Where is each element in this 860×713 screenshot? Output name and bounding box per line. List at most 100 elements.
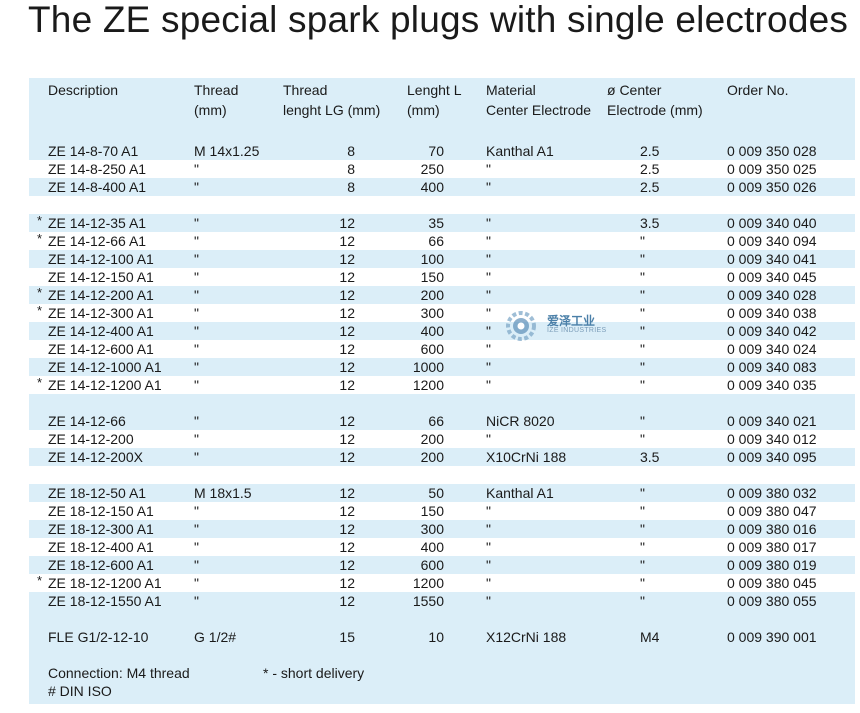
cell-length: 200 xyxy=(420,287,444,303)
cell-description: ZE 18-12-600 A1 xyxy=(48,557,154,573)
cell-thread: " xyxy=(194,557,199,573)
cell-length: 50 xyxy=(428,485,444,501)
cell-diameter: " xyxy=(640,413,645,429)
cell-length: 600 xyxy=(420,557,444,573)
cell-diameter: " xyxy=(640,593,645,609)
cell-thread: " xyxy=(194,503,199,519)
cell-thread: M 18x1.5 xyxy=(194,485,252,501)
header-material: Material Center Electrode xyxy=(486,82,592,118)
cell-diameter: " xyxy=(640,251,645,267)
cell-description: ZE 14-12-300 A1 xyxy=(48,305,154,321)
table-row: * ZE 14-12-200 A1 " 12 200 " " 0 009 340 028 xyxy=(29,285,855,304)
cell-diameter: " xyxy=(640,377,645,393)
cell-order-number: 0 009 380 055 xyxy=(727,593,817,609)
cell-material: " xyxy=(486,377,491,393)
cell-material: " xyxy=(486,251,491,267)
short-delivery-mark: * xyxy=(37,285,43,300)
cell-thread-length: 12 xyxy=(339,431,355,447)
cell-thread-length: 12 xyxy=(339,539,355,555)
cell-diameter: " xyxy=(640,485,645,501)
footer-din: # DIN ISO xyxy=(48,683,112,699)
table-footer: Connection: M4 thread * - short delivery… xyxy=(29,658,855,704)
table-row: ZE 14-8-250 A1 " 8 250 " 2.5 0 009 350 025 xyxy=(29,160,855,178)
cell-order-number: 0 009 380 019 xyxy=(727,557,817,573)
cell-material: " xyxy=(486,161,491,177)
cell-material: " xyxy=(486,431,491,447)
cell-thread: G 1/2# xyxy=(194,629,237,645)
cell-thread: " xyxy=(194,323,199,339)
cell-order-number: 0 009 340 040 xyxy=(727,215,817,231)
cell-thread: " xyxy=(194,413,199,429)
cell-thread: " xyxy=(194,251,199,267)
cell-length: 300 xyxy=(420,521,444,537)
table-row: ZE 18-12-400 A1 " 12 400 " " 0 009 380 017 xyxy=(29,538,855,556)
short-delivery-mark: * xyxy=(37,231,43,246)
cell-description: ZE 14-12-200X xyxy=(48,449,143,465)
cell-description: ZE 18-12-150 A1 xyxy=(48,503,154,519)
cell-thread-length: 8 xyxy=(347,179,355,195)
cell-diameter: " xyxy=(640,323,645,339)
table-row: ZE 18-12-300 A1 " 12 300 " " 0 009 380 016 xyxy=(29,520,855,538)
cell-diameter: " xyxy=(640,341,645,357)
cell-length: 70 xyxy=(428,143,444,159)
cell-order-number: 0 009 340 012 xyxy=(727,431,817,447)
cell-thread-length: 12 xyxy=(339,215,355,231)
short-delivery-mark: * xyxy=(37,213,43,228)
table-row: * ZE 14-12-1200 A1 " 12 1200 " " 0 009 340 035 xyxy=(29,375,855,394)
spark-plug-table: Description Thread (mm) Thread lenght LG… xyxy=(29,78,855,704)
table-row: * ZE 18-12-1200 A1 " 12 1200 " " 0 009 380 045 xyxy=(29,573,855,592)
cell-description: ZE 14-12-200 A1 xyxy=(48,287,154,303)
table-body: ZE 14-8-70 A1 M 14x1.25 8 70 Kanthal A1 2.5 0 … xyxy=(29,124,855,658)
cell-thread-length: 12 xyxy=(339,449,355,465)
cell-description: ZE 14-12-200 xyxy=(48,431,134,447)
cell-description: ZE 14-12-150 A1 xyxy=(48,269,154,285)
cell-diameter: 2.5 xyxy=(640,179,660,195)
cell-thread-length: 12 xyxy=(339,305,355,321)
table-row: ZE 14-8-70 A1 M 14x1.25 8 70 Kanthal A1 2.5 0 … xyxy=(29,142,855,160)
cell-length: 10 xyxy=(428,629,444,645)
table-row: ZE 14-12-100 A1 " 12 100 " " 0 009 340 041 xyxy=(29,250,855,268)
cell-description: ZE 14-12-1200 A1 xyxy=(48,377,162,393)
cell-length: 400 xyxy=(420,179,444,195)
cell-order-number: 0 009 380 016 xyxy=(727,521,817,537)
footer-connection: Connection: M4 thread xyxy=(48,665,190,681)
cell-thread: " xyxy=(194,341,199,357)
cell-order-number: 0 009 340 021 xyxy=(727,413,817,429)
cell-length: 600 xyxy=(420,341,444,357)
cell-order-number: 0 009 340 094 xyxy=(727,233,817,249)
cell-order-number: 0 009 340 038 xyxy=(727,305,817,321)
cell-description: ZE 14-8-250 A1 xyxy=(48,161,147,177)
cell-description: ZE 14-12-35 A1 xyxy=(48,215,147,231)
cell-material: " xyxy=(486,305,491,321)
table-row: ZE 14-12-200 " 12 200 " " 0 009 340 012 xyxy=(29,430,855,448)
cell-description: ZE 14-12-400 A1 xyxy=(48,323,154,339)
cell-thread: M 14x1.25 xyxy=(194,143,260,159)
cell-length: 400 xyxy=(420,539,444,555)
header-diameter: ø Center Electrode (mm) xyxy=(607,82,703,118)
cell-thread-length: 12 xyxy=(339,485,355,501)
cell-thread: " xyxy=(194,539,199,555)
cell-diameter: " xyxy=(640,431,645,447)
cell-order-number: 0 009 340 095 xyxy=(727,449,817,465)
cell-description: ZE 18-12-400 A1 xyxy=(48,539,154,555)
cell-order-number: 0 009 340 045 xyxy=(727,269,817,285)
cell-length: 150 xyxy=(420,269,444,285)
cell-description: ZE 14-12-1000 A1 xyxy=(48,359,162,375)
table-row: ZE 18-12-1550 A1 " 12 1550 " " 0 009 380 055 xyxy=(29,592,855,610)
cell-diameter: M4 xyxy=(640,629,660,645)
table-row: ZE 18-12-50 A1 M 18x1.5 12 50 Kanthal A1 " 0 0… xyxy=(29,484,855,502)
watermark-logo: 爱泽工业 IZE INDUSTRIES xyxy=(505,310,615,342)
cell-order-number: 0 009 380 032 xyxy=(727,485,817,501)
cell-thread: " xyxy=(194,179,199,195)
cell-description: ZE 18-12-1550 A1 xyxy=(48,593,162,609)
cell-thread-length: 12 xyxy=(339,377,355,393)
cell-thread: " xyxy=(194,215,199,231)
cell-length: 200 xyxy=(420,449,444,465)
cell-material: " xyxy=(486,557,491,573)
header-thread: Thread (mm) xyxy=(194,82,239,118)
cell-order-number: 0 009 380 017 xyxy=(727,539,817,555)
cell-material: Kanthal A1 xyxy=(486,143,554,159)
cell-length: 66 xyxy=(428,413,444,429)
header-description: Description xyxy=(48,82,119,98)
cell-thread-length: 12 xyxy=(339,575,355,591)
